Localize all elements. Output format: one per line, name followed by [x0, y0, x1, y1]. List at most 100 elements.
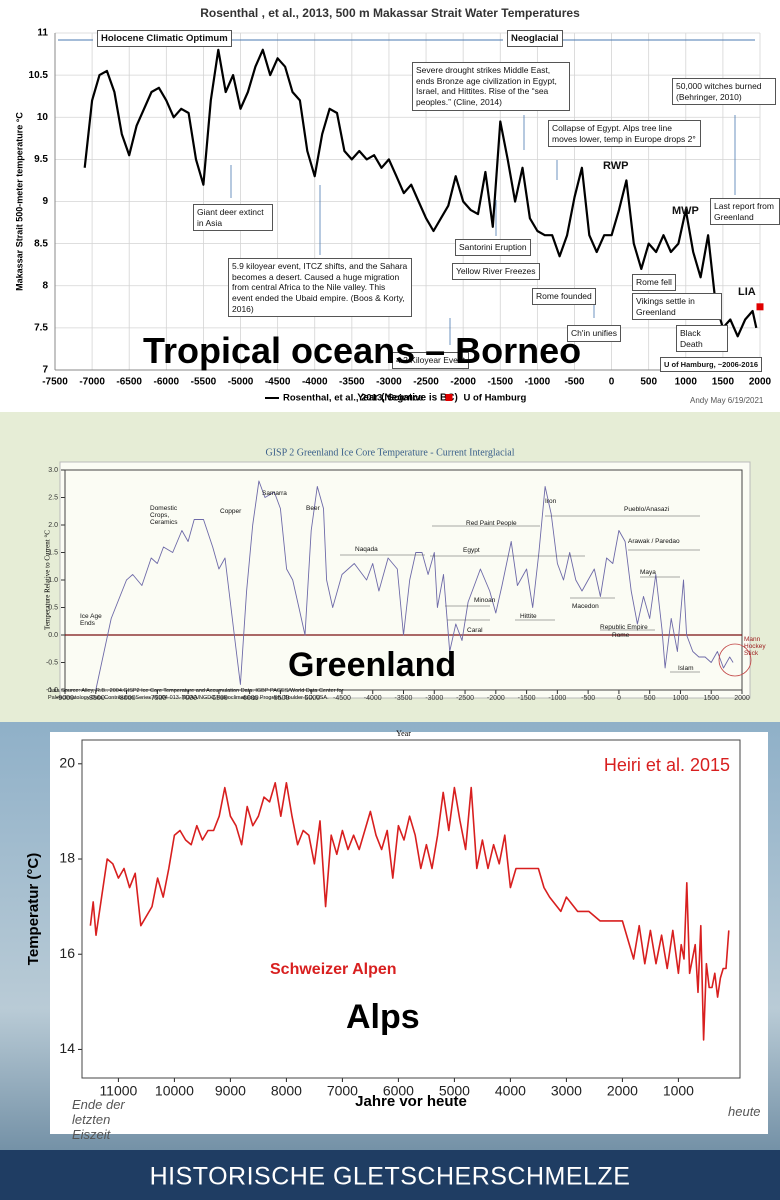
x-tick-label: -3500 — [339, 377, 365, 388]
y-tick-label: 1.0 — [48, 577, 58, 584]
banner: HISTORISCHE GLETSCHERSCHMELZE — [150, 1163, 631, 1191]
x-tick-label: -6000 — [154, 377, 180, 388]
data-line — [83, 48, 758, 338]
x-tick-label: 1500 — [703, 695, 719, 702]
annotation: RWP — [603, 160, 629, 172]
overlay-label: Alps — [346, 998, 420, 1036]
x-tick-label: -8000 — [118, 695, 136, 702]
x-tick-label: -7000 — [79, 377, 105, 388]
panel-2-plot-bg — [59, 461, 751, 699]
x-tick-label: -6500 — [116, 377, 142, 388]
annotation: Giant deer extinct in Asia — [193, 204, 273, 232]
overlay-label: Tropical oceans – Borneo — [143, 330, 582, 371]
annotation: Santorini Eruption — [455, 239, 531, 256]
chart-title: GISP 2 Greenland Ice Core Temperature - … — [265, 447, 514, 458]
x-tick-label: 0 — [609, 377, 615, 388]
x-tick-label: -5500 — [271, 695, 289, 702]
y-tick-label: 14 — [59, 1040, 75, 1056]
plot-frame — [81, 739, 741, 1079]
x-axis-label: Year — [396, 729, 411, 738]
x-tick-label: -3000 — [376, 377, 402, 388]
overlay-label: Greenland — [288, 646, 457, 684]
annotation: Beer — [306, 505, 320, 512]
chart-title: Rosenthal , et al., 2013, 500 m Makassar… — [200, 6, 580, 20]
x-tick-label: 7000 — [327, 1083, 358, 1099]
x-tick-label: -1000 — [548, 695, 566, 702]
annotation: Egypt — [463, 547, 480, 554]
data-line — [95, 480, 734, 691]
x-tick-label: 500 — [644, 695, 656, 702]
annotation: Yellow River Freezes — [452, 263, 540, 280]
x-tick-label: 5000 — [439, 1083, 470, 1099]
x-axis-label: Year (Negative is BC) — [357, 393, 458, 404]
credit: Andy May 6/19/2021 — [690, 396, 764, 405]
annotation: LIA — [738, 286, 756, 298]
y-tick-label: 7 — [42, 365, 48, 376]
x-tick-label: 2000 — [607, 1083, 638, 1099]
x-tick-label: 2000 — [734, 695, 750, 702]
x-tick-label: 9000 — [215, 1083, 246, 1099]
x-tick-label: 1000 — [673, 695, 689, 702]
annotation: Mann Hockey Stick — [744, 636, 766, 657]
x-tick-label: -6000 — [241, 695, 259, 702]
x-tick-label: 2000 — [749, 377, 772, 388]
y-tick-label: 8 — [42, 280, 48, 291]
annotation: U of Hamburg, ~2006-2016 — [660, 357, 762, 372]
x-tick-label: -2000 — [450, 377, 476, 388]
x-axis-label: Jahre vor heute — [355, 1093, 467, 1110]
y-tick-label: 9.5 — [34, 154, 48, 165]
x-tick-label: 0 — [617, 695, 621, 702]
x-tick-label: 500 — [640, 377, 657, 388]
y-tick-label: 1.5 — [48, 549, 58, 556]
annotation: MWP — [672, 205, 699, 217]
y-tick-label: 8.5 — [34, 238, 48, 249]
x-tick-label: 6000 — [383, 1083, 414, 1099]
data-line — [89, 782, 730, 1041]
annotation: Pueblo/Anasazi — [624, 506, 670, 513]
x-tick-label: -500 — [581, 695, 595, 702]
x-tick-label: 4000 — [495, 1083, 526, 1099]
x-tick-label: -5000 — [228, 377, 254, 388]
x-tick-label: 3000 — [551, 1083, 582, 1099]
annotation: Domestic Crops, Ceramics — [150, 505, 178, 526]
x-tick-label: -1500 — [518, 695, 536, 702]
annotation: Macedon — [572, 603, 599, 610]
x-tick-label: -2000 — [487, 695, 505, 702]
y-tick-label: 20 — [59, 755, 75, 771]
x-tick-label: -7000 — [179, 695, 197, 702]
annotation: Last report from Greenland — [710, 198, 780, 226]
x-tick-label: -6500 — [210, 695, 228, 702]
highlight-circle — [718, 643, 752, 677]
series-label: Schweizer Alpen — [270, 961, 397, 978]
y-tick-label: 2.0 — [48, 522, 58, 529]
y-tick-label: 2.5 — [48, 494, 58, 501]
annotation: Hittite — [520, 613, 537, 620]
panel-3-plot-bg — [50, 732, 768, 1134]
legend-label: U of Hamburg — [463, 393, 526, 404]
annotation: Neoglacial — [507, 30, 563, 47]
annotation: Islam — [678, 665, 694, 672]
annotation: Holocene Climatic Optimum — [97, 30, 232, 47]
legend-swatch — [445, 394, 453, 401]
annotation: Republic Empire — [600, 624, 648, 631]
banner-bg — [0, 1150, 780, 1200]
x-tick-label: -9000 — [56, 695, 74, 702]
y-axis-label: Temperatur (°C) — [25, 853, 42, 965]
x-tick-label: -500 — [564, 377, 584, 388]
x-tick-label: -5000 — [302, 695, 320, 702]
annotation: Ch'in unifies — [567, 325, 622, 342]
y-tick-label: 3.0 — [48, 467, 58, 474]
y-tick-label: 0.5 — [48, 604, 58, 611]
x-tick-label: -3000 — [425, 695, 443, 702]
y-axis-label: Temperature Relative to Current °C — [44, 530, 52, 630]
annotation: Arawak / Paredao — [628, 538, 680, 545]
y-tick-label: 9 — [42, 196, 48, 207]
x-tick-label: 1000 — [675, 377, 698, 388]
x-tick-label: -4000 — [302, 377, 328, 388]
annotation: Iron — [545, 498, 557, 505]
x-tick-label: -1000 — [525, 377, 551, 388]
y-axis-label: Makassar Strait 500-meter temperature °C — [14, 112, 24, 291]
x-tick-label: -4500 — [265, 377, 291, 388]
x-tick-label: 11000 — [99, 1083, 137, 1099]
